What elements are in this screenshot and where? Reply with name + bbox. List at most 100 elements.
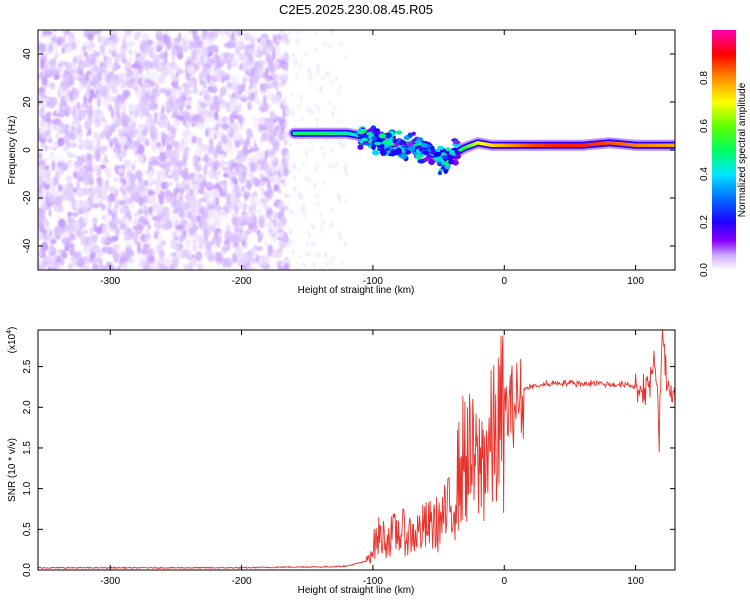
heatmap-cell <box>195 38 202 47</box>
heatmap-cell <box>328 100 332 106</box>
heatmap-cell <box>207 51 213 57</box>
heatmap-cell <box>315 162 319 168</box>
heatmap-cell <box>133 109 139 118</box>
heatmap-cell <box>234 244 243 255</box>
heatmap-cell <box>90 139 94 147</box>
heatmap-cell <box>157 183 162 193</box>
heatmap-cell <box>38 251 43 257</box>
heatmap-cell <box>308 251 312 257</box>
heatmap-cell <box>122 180 127 186</box>
heatmap-cell <box>44 145 48 152</box>
heatmap-cell <box>146 60 155 70</box>
heatmap-cell <box>183 112 192 121</box>
heatmap-cell <box>144 236 148 243</box>
heatmap-cell <box>319 87 323 93</box>
snr-y-axis-label: SNR (10 * v/v) <box>7 438 18 502</box>
heatmap-cell <box>135 153 142 160</box>
heatmap-cell <box>223 186 228 193</box>
heatmap-cell <box>63 84 70 94</box>
heatmap-cell <box>41 76 48 86</box>
heatmap-cell <box>256 44 261 50</box>
heatmap-cell <box>235 86 239 93</box>
heatmap-cell <box>151 87 158 96</box>
heatmap-cell <box>243 233 248 242</box>
heatmap-cell <box>186 96 193 106</box>
heatmap-cell <box>38 95 42 102</box>
heatmap-cell <box>46 100 50 108</box>
heatmap-cell <box>242 239 246 247</box>
heatmap-cell <box>113 74 119 80</box>
heatmap-cell <box>144 90 150 98</box>
heatmap-cell <box>320 144 324 150</box>
heatmap-cell <box>173 43 180 50</box>
heatmap-cell <box>143 205 149 216</box>
heatmap-cell <box>405 150 412 155</box>
heatmap-cell <box>316 69 320 75</box>
heatmap-cell <box>78 135 83 144</box>
heatmap-cell <box>48 209 52 217</box>
heatmap-cell <box>312 262 316 268</box>
heatmap-cell <box>251 176 258 185</box>
snr-multiplier-exponent: 4 <box>6 330 13 334</box>
heatmap-cell <box>233 179 238 185</box>
heatmap-cell <box>159 190 165 196</box>
heatmap-cell <box>73 56 78 65</box>
heatmap-cell <box>188 194 197 206</box>
heatmap-cell <box>194 200 202 211</box>
heatmap-cell <box>40 241 48 251</box>
heatmap-cell <box>245 251 251 260</box>
heatmap-cell <box>87 33 94 41</box>
heatmap-cell <box>307 177 311 183</box>
heatmap-cell <box>212 56 218 62</box>
colorbar-label: Normalized spectral amplitude <box>737 82 748 217</box>
heatmap-cell <box>236 150 245 157</box>
heatmap-cell <box>40 54 47 65</box>
heatmap-cell <box>196 121 204 130</box>
heatmap-cell <box>148 194 156 205</box>
heatmap-cell <box>339 118 343 123</box>
heatmap-cell <box>237 52 245 61</box>
heatmap-cell <box>207 116 215 123</box>
figure-title: C2E5.2025.230.08.45.R05 <box>279 2 433 17</box>
heatmap-cell <box>278 116 286 124</box>
heatmap-cell <box>430 145 435 152</box>
heatmap-cell <box>44 90 52 96</box>
heatmap-cell <box>74 127 82 134</box>
heatmap-cell <box>136 197 146 205</box>
heatmap-cell <box>84 179 90 186</box>
heatmap-cell <box>208 66 215 77</box>
heatmap-cell <box>122 194 127 202</box>
heatmap-cell <box>176 97 184 103</box>
heatmap-cell <box>90 192 95 204</box>
colorbar-tick-label: 0.0 <box>699 263 710 277</box>
heatmap-cell <box>117 167 125 173</box>
heatmap-cell <box>311 110 315 116</box>
heatmap-cell <box>150 94 155 104</box>
heatmap-cell <box>94 51 101 57</box>
heatmap-cell <box>109 139 113 149</box>
heatmap-cell <box>123 33 128 39</box>
svg-text:(x104): (x104) <box>6 327 18 354</box>
heatmap-cell <box>70 142 78 148</box>
heatmap-cell <box>287 156 290 162</box>
heatmap-cell <box>256 201 262 207</box>
heatmap-cell <box>332 163 336 169</box>
heatmap-cell <box>218 30 227 36</box>
heatmap-cell <box>95 143 99 151</box>
heatmap-cell <box>310 147 314 153</box>
heatmap-cell <box>296 267 300 270</box>
heatmap-cell <box>235 184 240 193</box>
heatmap-cell <box>39 107 43 117</box>
heatmap-cell <box>259 116 265 124</box>
heatmap-cell <box>47 266 51 270</box>
heatmap-cell <box>60 259 65 267</box>
heatmap-cell <box>124 240 131 245</box>
heatmap-cell <box>299 93 303 99</box>
heatmap-cell <box>64 62 73 69</box>
heatmap-cell <box>259 38 268 48</box>
heatmap-cell <box>128 129 136 139</box>
heatmap-cell <box>360 137 369 142</box>
heatmap-cell <box>112 146 120 153</box>
heatmap-cell <box>250 74 259 84</box>
heatmap-cell <box>133 159 138 165</box>
